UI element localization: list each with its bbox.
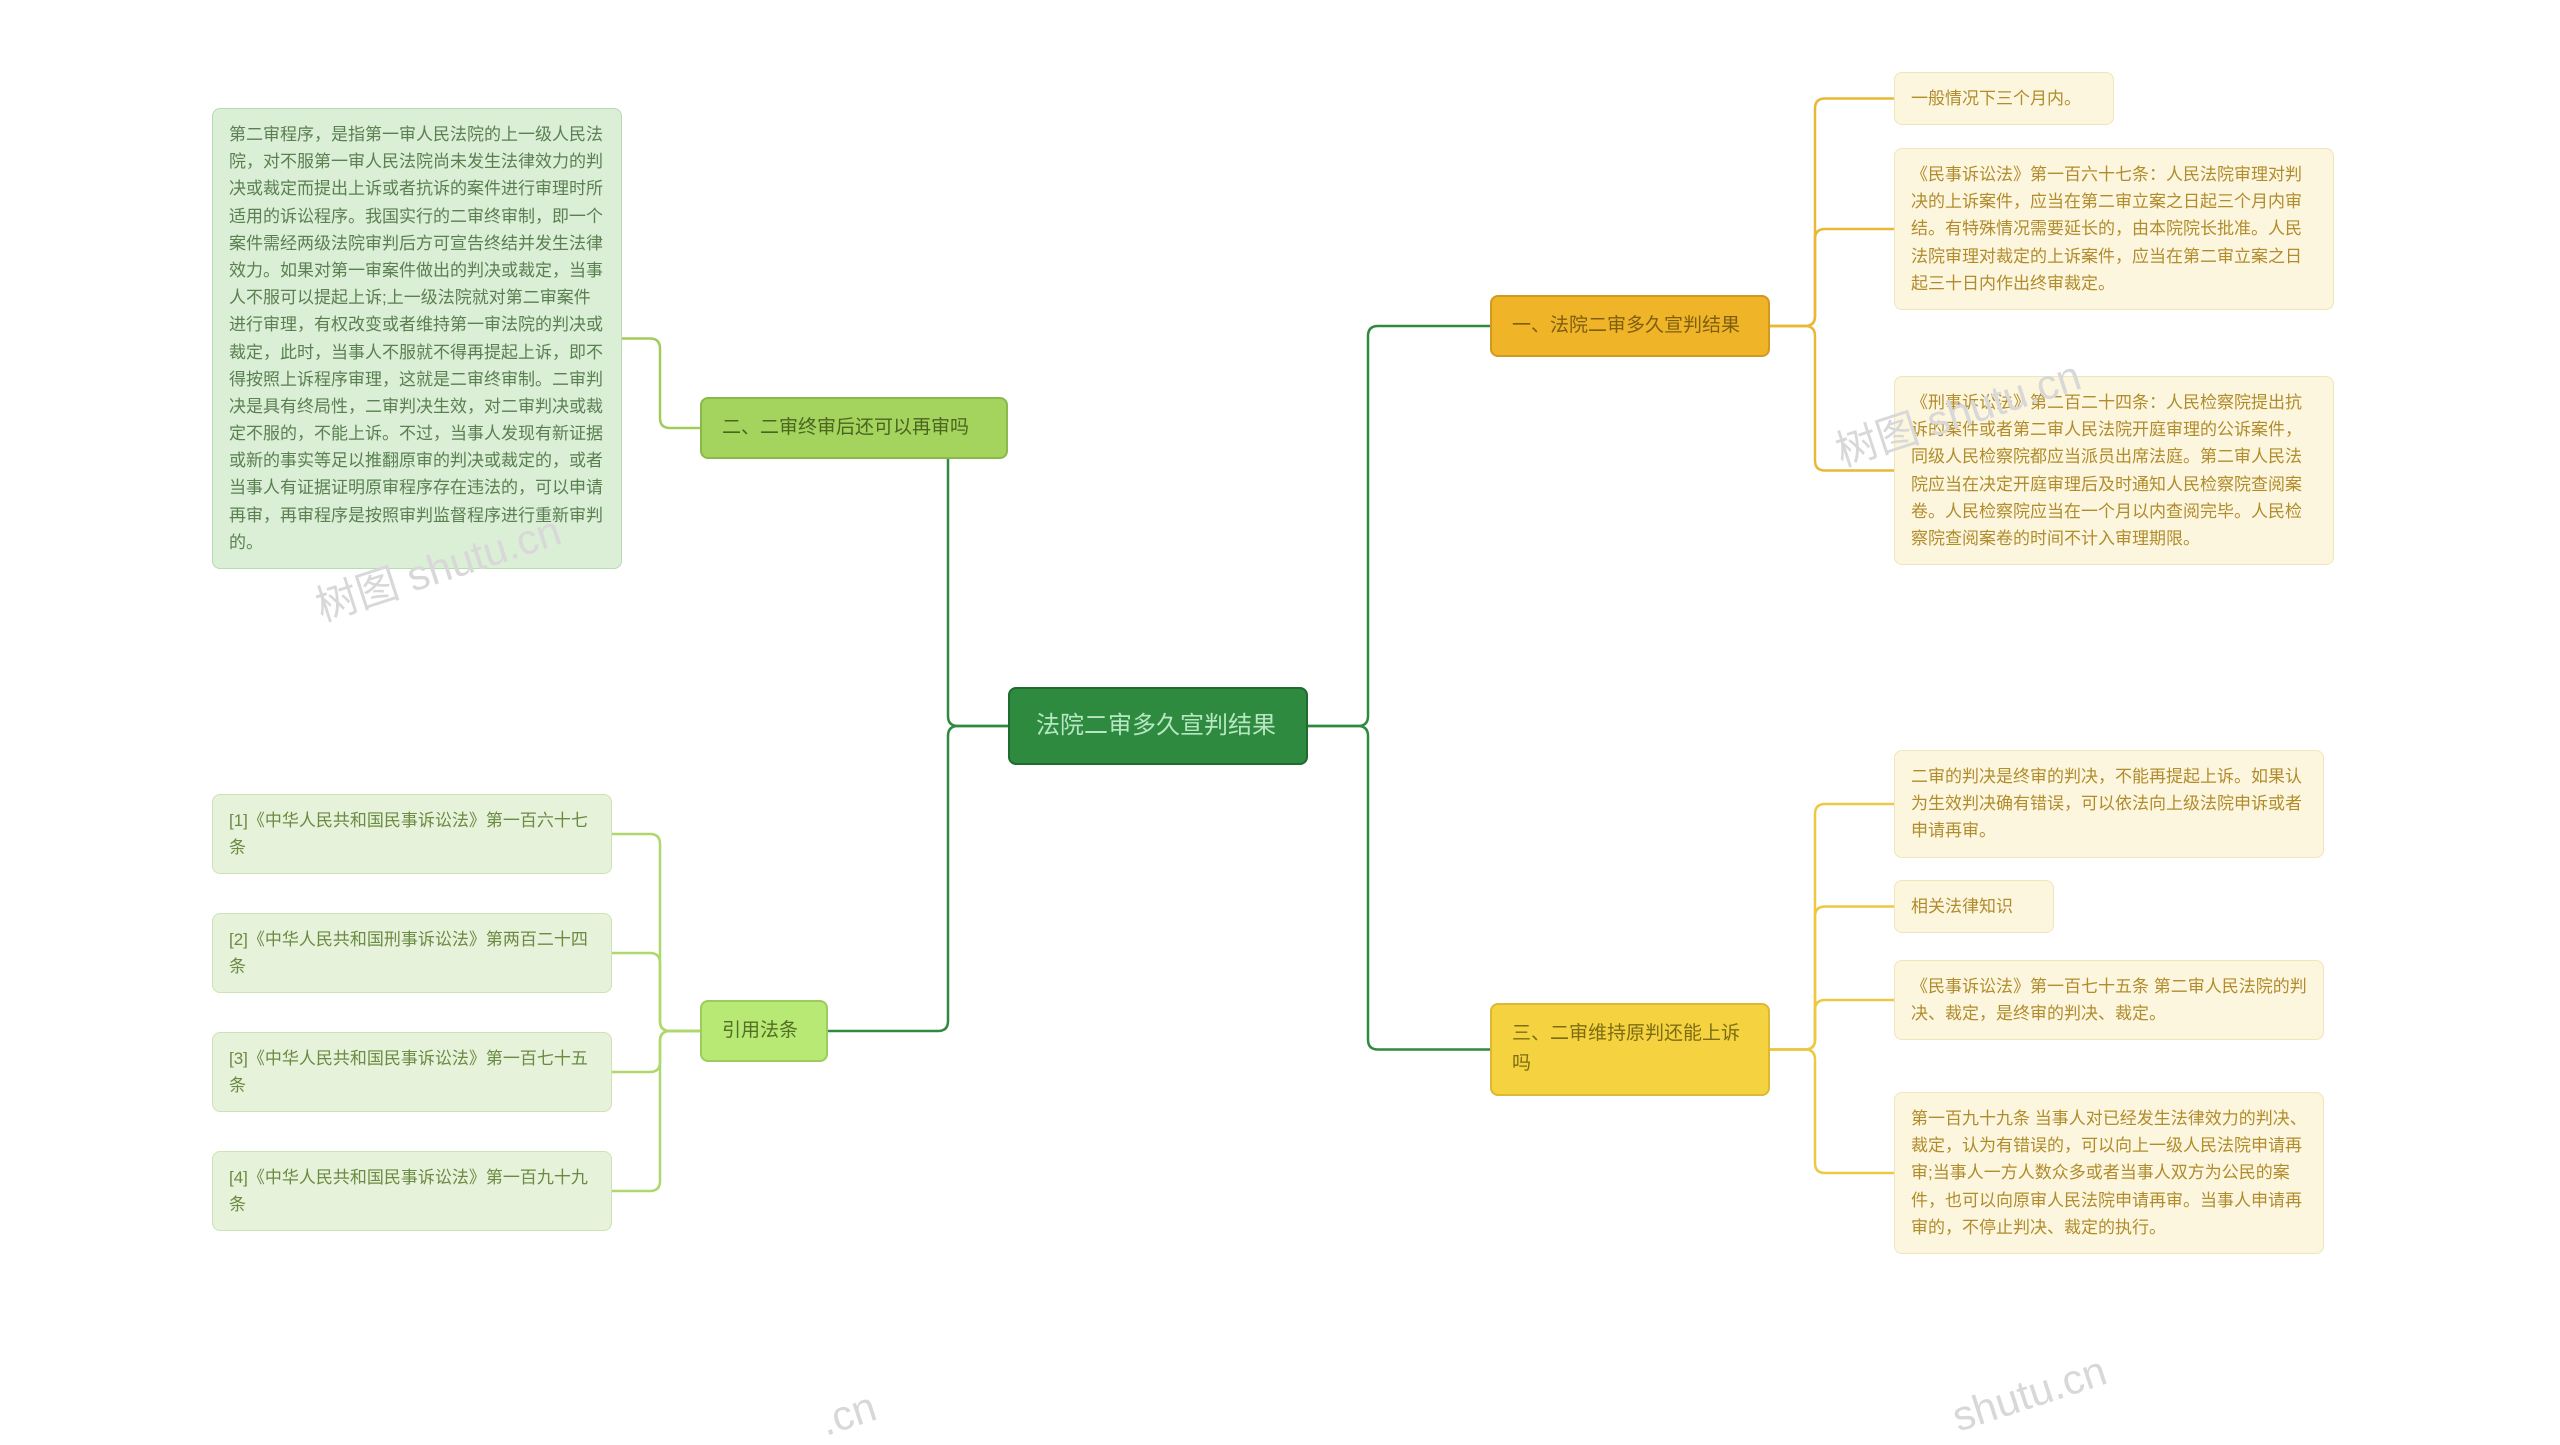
node-b3_1: 二审的判决是终审的判决，不能再提起上诉。如果认为生效判决确有错误，可以依法向上级… bbox=[1894, 750, 2324, 858]
node-b2_1: 第二审程序，是指第一审人民法院的上一级人民法院，对不服第一审人民法院尚未发生法律… bbox=[212, 108, 622, 569]
node-b3_4: 第一百九十九条 当事人对已经发生法律效力的判决、裁定，认为有错误的，可以向上一级… bbox=[1894, 1092, 2324, 1254]
node-root: 法院二审多久宣判结果 bbox=[1008, 687, 1308, 765]
watermark-2: shutu.cn bbox=[1946, 1347, 2112, 1442]
node-b1: 一、法院二审多久宣判结果 bbox=[1490, 295, 1770, 357]
watermark-3: .cn bbox=[814, 1383, 882, 1445]
node-b3_3: 《民事诉讼法》第一百七十五条 第二审人民法院的判决、裁定，是终审的判决、裁定。 bbox=[1894, 960, 2324, 1040]
node-b2: 二、二审终审后还可以再审吗 bbox=[700, 397, 1008, 459]
node-b4_3: [3]《中华人民共和国民事诉讼法》第一百七十五条 bbox=[212, 1032, 612, 1112]
node-b3: 三、二审维持原判还能上诉吗 bbox=[1490, 1003, 1770, 1096]
node-b4: 引用法条 bbox=[700, 1000, 828, 1062]
node-b1_2: 《民事诉讼法》第一百六十七条：人民法院审理对判决的上诉案件，应当在第二审立案之日… bbox=[1894, 148, 2334, 310]
node-b1_3: 《刑事诉讼法》第二百二十四条：人民检察院提出抗诉的案件或者第二审人民法院开庭审理… bbox=[1894, 376, 2334, 565]
node-b4_1: [1]《中华人民共和国民事诉讼法》第一百六十七条 bbox=[212, 794, 612, 874]
node-b1_1: 一般情况下三个月内。 bbox=[1894, 72, 2114, 125]
node-b3_2: 相关法律知识 bbox=[1894, 880, 2054, 933]
node-b4_2: [2]《中华人民共和国刑事诉讼法》第两百二十四条 bbox=[212, 913, 612, 993]
node-b4_4: [4]《中华人民共和国民事诉讼法》第一百九十九条 bbox=[212, 1151, 612, 1231]
